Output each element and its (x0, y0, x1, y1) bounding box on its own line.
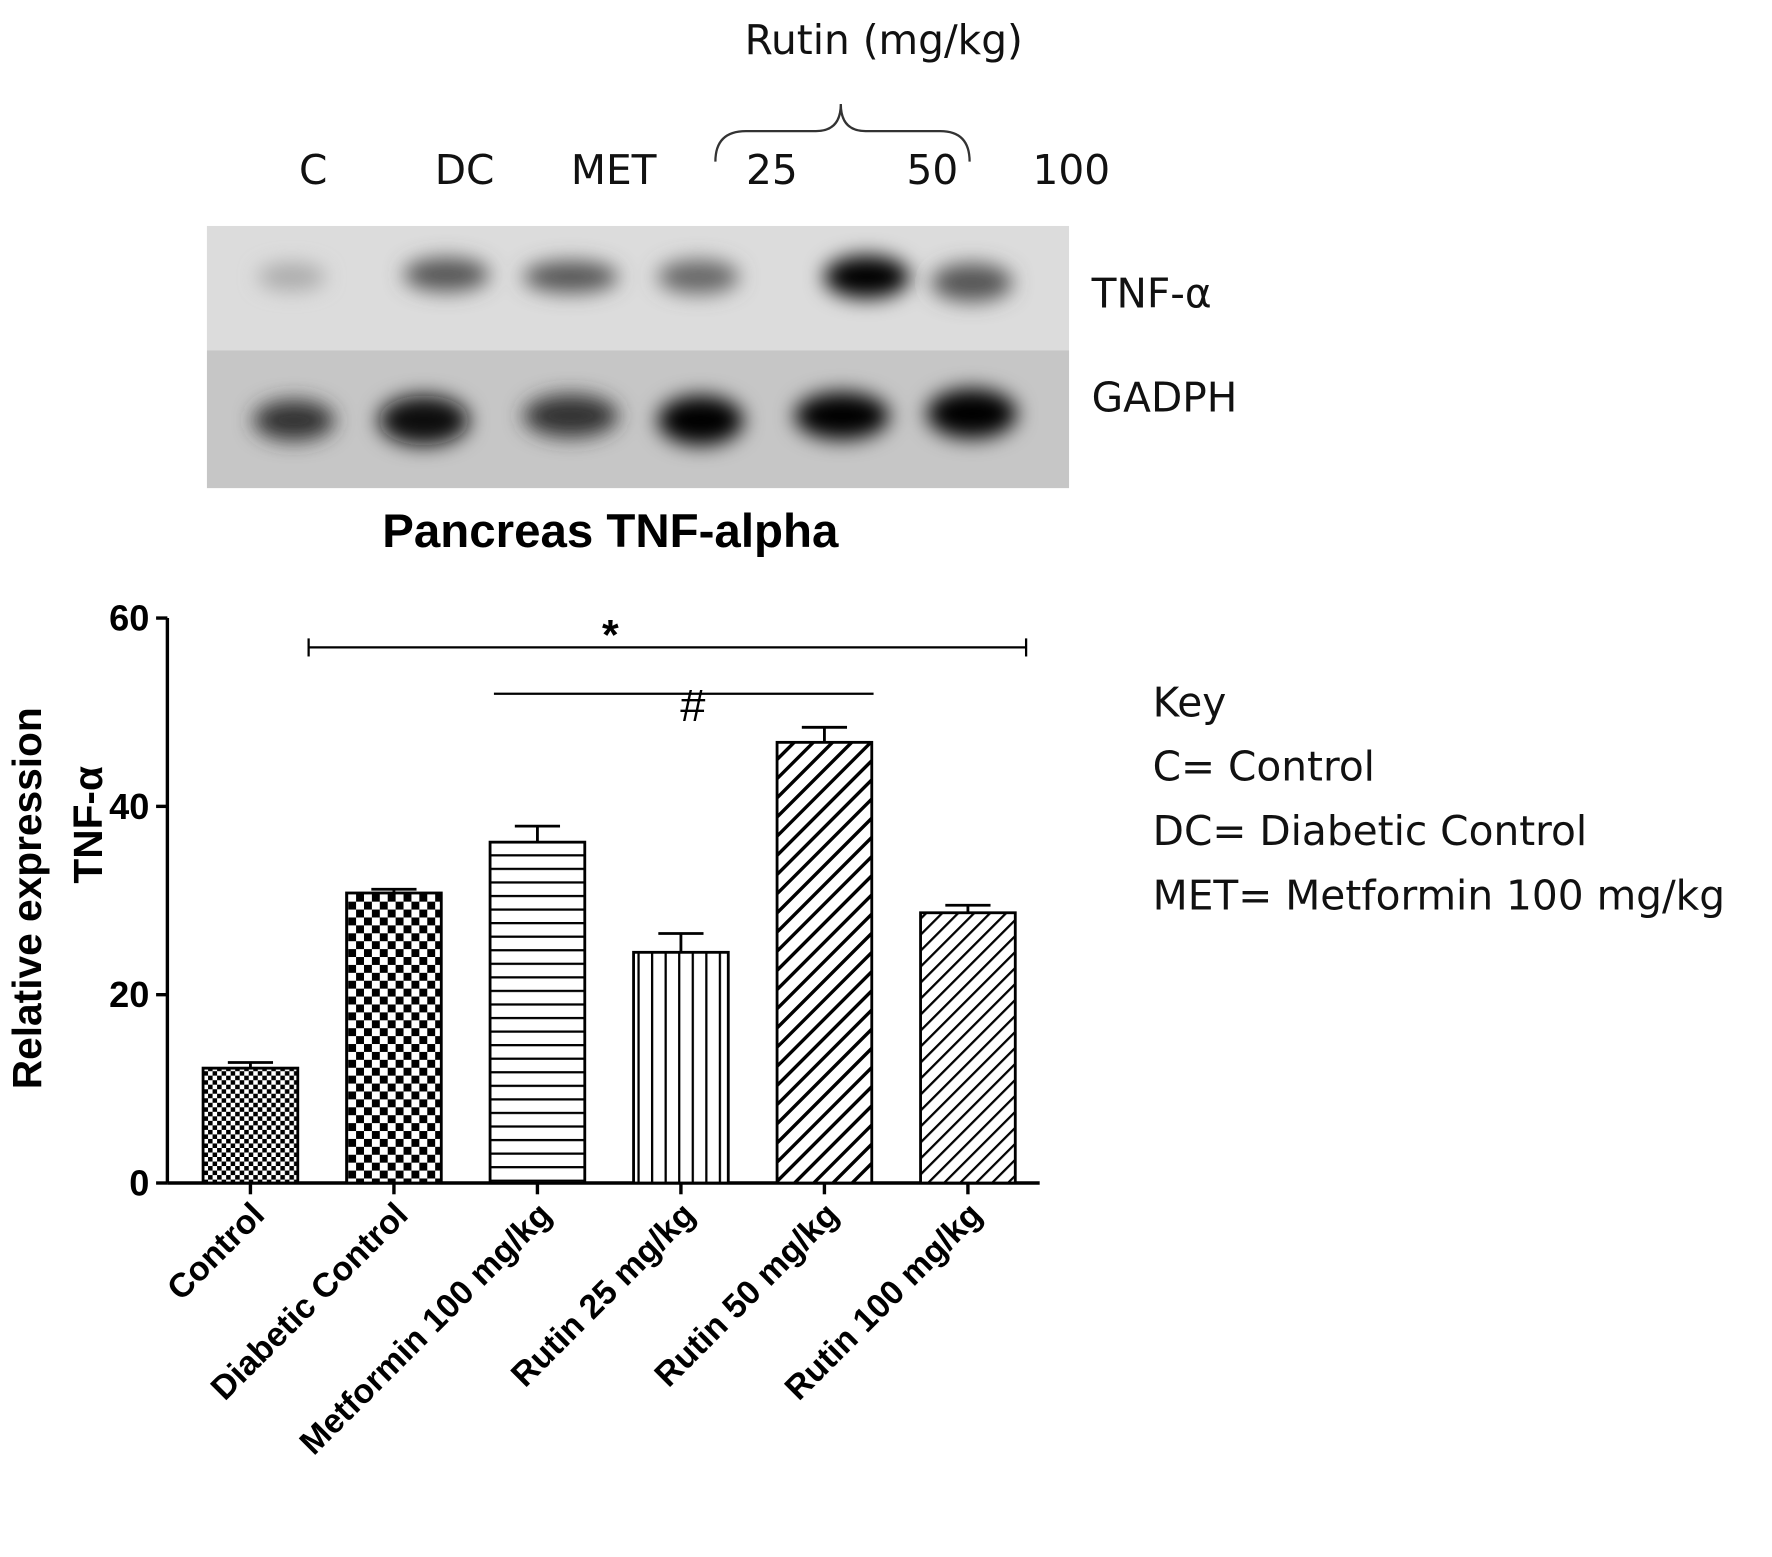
protein-label: GADPH (1092, 373, 1238, 421)
lane-label: MET (571, 146, 657, 194)
y-axis-label: TNF-α (65, 766, 111, 884)
key-item: DC= Diabetic Control (1153, 807, 1587, 855)
annotation: # (680, 680, 705, 731)
lane-label: DC (435, 146, 495, 194)
error-bar (945, 903, 991, 913)
bar (632, 950, 730, 1185)
y-tick-label: 40 (109, 786, 149, 827)
bar (201, 1066, 300, 1185)
error-bar (801, 725, 848, 743)
blot-image (206, 103, 1070, 489)
x-tick-label: Metformin 100 mg/kg (292, 1196, 558, 1462)
blot-group-label: Rutin (mg/kg) (745, 16, 1023, 64)
annotation: * (602, 612, 619, 660)
y-tick-label: 20 (109, 974, 149, 1015)
protein-label: TNF-α (1091, 269, 1212, 317)
key-title: Key (1153, 678, 1227, 726)
bar (775, 740, 874, 1185)
error-bar (658, 932, 704, 953)
y-tick-label: 0 (129, 1162, 149, 1203)
x-tick-label: Control (160, 1196, 272, 1308)
lane-label: 50 (906, 146, 958, 194)
y-tick-label: 60 (109, 597, 149, 638)
significance-brackets (307, 638, 1028, 695)
error-bar (227, 1061, 274, 1069)
lane-label: 25 (746, 146, 798, 194)
key-item: MET= Metformin 100 mg/kg (1153, 872, 1725, 920)
blot-caption: Pancreas TNF-alpha (382, 505, 839, 558)
key-item: C= Control (1153, 743, 1375, 791)
y-axis-label: Relative expression (4, 707, 50, 1089)
bar (919, 911, 1017, 1185)
lane-label: C (299, 146, 327, 194)
error-bar (371, 887, 417, 893)
bar (488, 840, 587, 1185)
bar (345, 891, 443, 1185)
error-bar (514, 824, 561, 843)
lane-label: 100 (1032, 146, 1110, 194)
